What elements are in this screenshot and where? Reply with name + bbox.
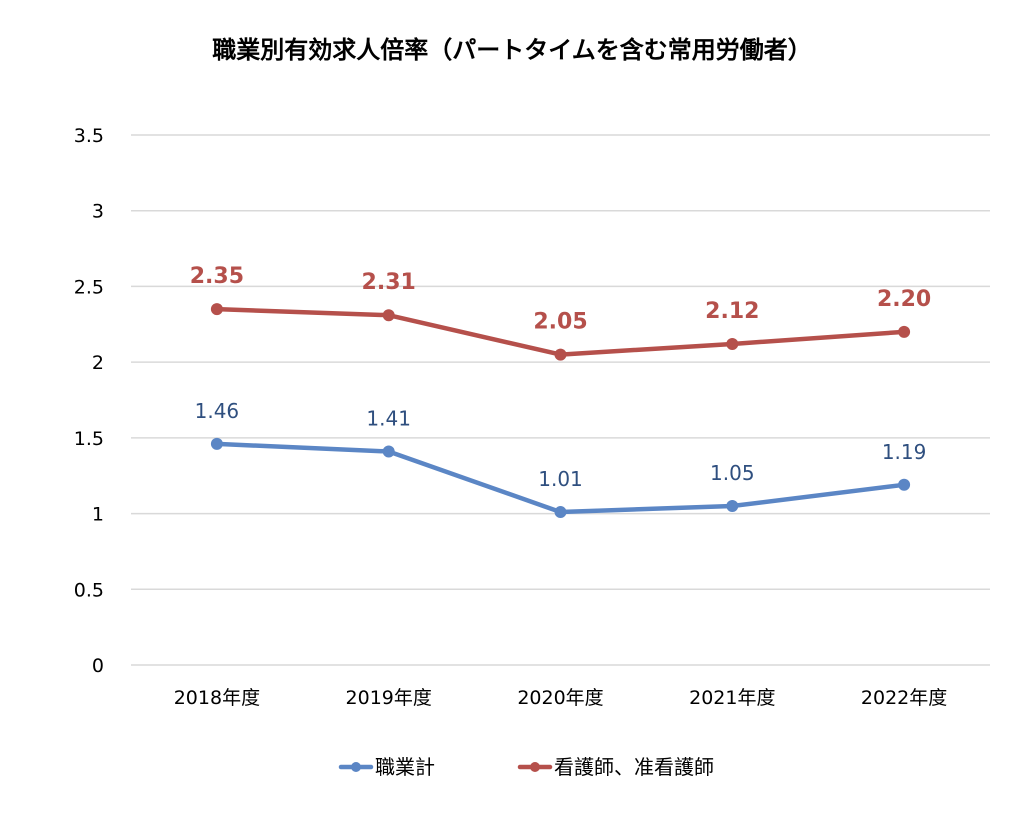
legend-dot-marker [351, 762, 361, 772]
legend-item: 職業計 [338, 755, 435, 779]
data-point [382, 309, 395, 322]
legend-dot-marker [530, 762, 540, 772]
data-label: 1.01 [538, 467, 583, 491]
y-tick-label: 3.5 [74, 125, 104, 147]
x-tick-label: 2018年度 [174, 687, 260, 709]
data-label: 1.41 [366, 406, 411, 430]
x-axis-ticks: 2018年度 2019年度 2020年度 2021年度 2022年度 [174, 687, 948, 709]
legend-label: 職業計 [375, 755, 435, 779]
data-label: 2.20 [877, 287, 931, 312]
gridlines [131, 134, 990, 666]
y-tick-label: 2.5 [74, 276, 104, 298]
y-tick-label: 0.5 [74, 579, 104, 601]
y-tick-label: 1 [92, 504, 104, 526]
legend: 職業計 看護師、准看護師 [338, 755, 714, 779]
x-tick-label: 2020年度 [517, 687, 603, 709]
data-label: 1.19 [882, 440, 927, 464]
data-point [554, 506, 567, 519]
y-tick-label: 0 [92, 655, 104, 677]
data-label: 1.05 [710, 461, 755, 485]
x-tick-label: 2021年度 [689, 687, 775, 709]
x-tick-label: 2019年度 [346, 687, 432, 709]
x-tick-label: 2022年度 [861, 687, 947, 709]
data-point [898, 478, 911, 491]
series-nurses: 2.35 2.31 2.05 2.12 2.20 [190, 264, 931, 361]
data-point [554, 348, 567, 361]
data-label: 2.31 [362, 270, 416, 295]
series-all-occupations: 1.46 1.41 1.01 1.05 1.19 [195, 399, 927, 519]
y-axis-ticks: 0 0.5 1 1.5 2 2.5 3 3.5 [74, 125, 104, 677]
data-point [382, 445, 395, 458]
data-point [726, 337, 739, 350]
legend-item: 看護師、准看護師 [517, 755, 714, 779]
data-label: 2.12 [705, 299, 759, 324]
data-label: 2.05 [533, 310, 587, 335]
data-point [898, 325, 911, 338]
data-label: 2.35 [190, 264, 244, 289]
data-point [210, 437, 223, 450]
legend-label: 看護師、准看護師 [554, 755, 714, 779]
data-label: 1.46 [195, 399, 240, 423]
y-tick-label: 2 [92, 352, 104, 374]
y-tick-label: 3 [92, 201, 104, 223]
y-tick-label: 1.5 [74, 428, 104, 450]
chart-title: 職業別有効求人倍率（パートタイムを含む常用労働者） [212, 36, 812, 64]
data-point [726, 500, 739, 512]
data-point [210, 303, 223, 316]
series: 1.46 1.41 1.01 1.05 1.19 2.35 2.31 2.05 2.12 2.20 [190, 264, 931, 519]
